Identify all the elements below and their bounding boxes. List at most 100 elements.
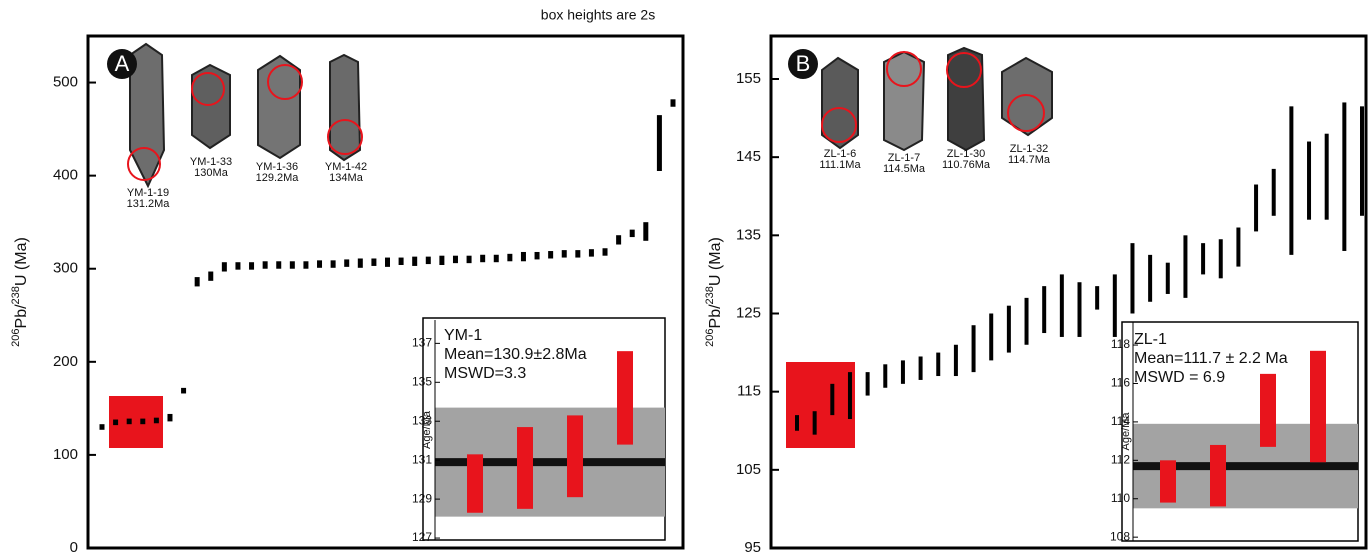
- age-box: [167, 413, 173, 422]
- grain-name: ZL-1-30: [947, 148, 986, 160]
- age-box: [670, 99, 676, 107]
- age-box: [1271, 168, 1276, 216]
- age-box: [643, 222, 649, 241]
- inset-y-tick-label: 137: [412, 336, 432, 350]
- age-box: [1095, 286, 1100, 310]
- inset-text: Mean=111.7 ± 2.2 Ma: [1134, 350, 1288, 367]
- y-tick-label: 200: [53, 353, 78, 370]
- age-box: [371, 258, 377, 266]
- inset-y-tick-label: 131: [412, 452, 432, 466]
- panel-badge: [107, 49, 137, 79]
- inset-age-bar: [517, 427, 533, 509]
- grain-images: [127, 42, 1053, 189]
- age-box: [439, 255, 445, 266]
- grain-age: 134Ma: [329, 172, 364, 184]
- age-box: [276, 261, 282, 269]
- age-box: [425, 256, 431, 265]
- age-box: [900, 360, 905, 384]
- inset-text: YM-1: [444, 327, 482, 344]
- y-axis-label-part: 238: [10, 286, 22, 304]
- age-box: [575, 250, 581, 258]
- age-box: [221, 262, 227, 272]
- age-box: [1218, 239, 1223, 279]
- age-box: [1360, 106, 1364, 216]
- age-box: [616, 235, 622, 245]
- age-box: [1112, 274, 1117, 337]
- grain-age: 129.2Ma: [256, 172, 300, 184]
- age-box: [1342, 102, 1347, 251]
- age-box: [865, 372, 870, 396]
- age-box: [520, 251, 526, 262]
- age-box: [1024, 297, 1029, 345]
- y-tick-label: 135: [736, 226, 761, 243]
- inset-text: MSWD = 6.9: [1134, 369, 1225, 386]
- y-axis-label-part: 206: [704, 328, 716, 346]
- age-box: [629, 229, 635, 238]
- inset-age-bar: [1310, 350, 1326, 463]
- age-box: [1130, 243, 1135, 314]
- age-box: [466, 255, 472, 264]
- panel-label: A: [115, 51, 130, 76]
- y-axis-label-part: U (Ma): [707, 237, 724, 286]
- age-box: [1165, 262, 1170, 294]
- y-tick-label: 400: [53, 167, 78, 184]
- y-tick-label: 155: [736, 70, 761, 87]
- age-box: [602, 248, 608, 256]
- age-box: [113, 419, 119, 426]
- age-box: [262, 261, 268, 269]
- inset-text: ZL-1: [1134, 331, 1167, 348]
- age-box: [357, 258, 363, 268]
- y-tick-label: 115: [737, 383, 761, 400]
- grain-name: ZL-1-6: [824, 148, 856, 160]
- inset-y-tick-label: 112: [1111, 452, 1130, 466]
- age-box: [1006, 305, 1011, 353]
- inset-age-bar: [617, 351, 633, 445]
- age-box: [317, 260, 323, 268]
- age-box: [561, 250, 567, 258]
- inset-y-tick-label: 116: [1111, 376, 1130, 390]
- age-box: [249, 262, 255, 270]
- age-box: [507, 253, 513, 262]
- grain-age: 111.1Ma: [819, 159, 861, 171]
- y-tick-label: 95: [744, 539, 761, 552]
- age-box: [883, 364, 888, 388]
- inset-y-tick-label: 135: [412, 374, 432, 388]
- y-tick-label: 100: [53, 446, 78, 463]
- grain-name: YM-1-19: [127, 187, 169, 199]
- age-box: [936, 352, 941, 377]
- annotation: box heights are 2s: [541, 7, 655, 23]
- age-box: [918, 356, 923, 380]
- inset-age-bar: [1210, 444, 1226, 507]
- age-box: [830, 383, 835, 416]
- age-box: [1077, 282, 1082, 337]
- age-box: [1148, 254, 1153, 302]
- inset-text: Mean=130.9±2.8Ma: [444, 346, 587, 363]
- grain-age: 110.76Ma: [942, 159, 991, 171]
- grain-age: 114.5Ma: [883, 163, 926, 175]
- age-box: [194, 277, 200, 287]
- age-box: [1236, 227, 1241, 267]
- age-box: [534, 251, 540, 260]
- highlight-box: [786, 362, 855, 448]
- age-box: [588, 249, 594, 257]
- inset-y-tick-label: 114: [1111, 414, 1130, 428]
- age-box: [235, 262, 241, 270]
- age-box: [1042, 286, 1047, 334]
- inset-text: MSWD=3.3: [444, 365, 526, 382]
- age-box: [181, 387, 187, 394]
- panel-badge: [788, 49, 818, 79]
- age-box: [344, 259, 350, 267]
- age-box: [452, 255, 458, 264]
- y-tick-label: 300: [53, 260, 78, 277]
- age-box: [330, 260, 336, 268]
- age-box: [1254, 184, 1259, 232]
- inset-y-tick-label: 127: [412, 530, 432, 544]
- grain-name: ZL-1-32: [1010, 143, 1049, 155]
- y-axis-label: 206Pb/238U (Ma): [704, 237, 724, 347]
- inset-age-bar: [1260, 373, 1276, 447]
- age-box: [795, 415, 799, 431]
- age-box: [548, 251, 554, 259]
- y-axis-label-part: Pb/: [13, 304, 30, 329]
- inset-y-tick-label: 108: [1110, 529, 1130, 543]
